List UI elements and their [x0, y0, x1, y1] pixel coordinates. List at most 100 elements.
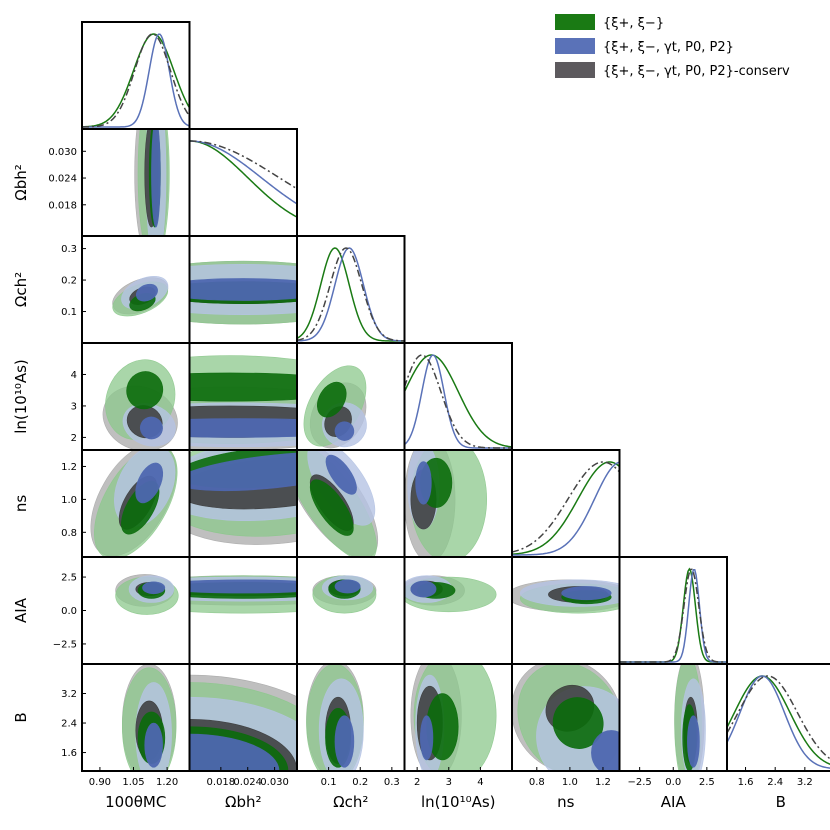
panel-frame	[618, 556, 728, 665]
contour-panel-omc-vs-theta	[112, 275, 169, 317]
legend: {ξ+, ξ−} {ξ+, ξ−, γt, P0, P2} {ξ+, ξ−, γt,…	[555, 14, 790, 79]
x-tick-label: 2.4	[767, 777, 783, 788]
marginal-aia	[619, 567, 727, 663]
contour-panel-as-vs-theta	[102, 359, 178, 450]
y-tick-label: 4	[71, 370, 77, 381]
y-axis-label-b: B	[12, 712, 30, 722]
y-tick-label: 1.2	[61, 462, 77, 473]
y-tick-label: 0.024	[48, 174, 77, 185]
x-tick-label: 4	[477, 777, 483, 788]
contour-blue-inner	[142, 581, 166, 595]
panel-frame	[618, 663, 728, 772]
corner-plot-panels: 0.90 1.05 1.20100θMC0.0180.0240.030Ωbh²0.1…	[12, 21, 830, 811]
contour-blue-inner	[135, 283, 158, 302]
contour-blue-inner	[687, 715, 700, 768]
marginal-omb	[189, 140, 297, 218]
x-axis-label-theta: 100θMC	[105, 793, 166, 811]
marginal-line-gray	[82, 33, 190, 128]
x-tick-label: 0.3	[384, 777, 400, 788]
y-tick-label: 2	[71, 433, 77, 444]
contour-panel-aia-vs-ns	[512, 579, 620, 614]
contour-blue-inner	[325, 454, 357, 495]
x-tick-label: 0.1	[321, 777, 337, 788]
contour-green-inner	[126, 371, 164, 410]
marginal-line-gray	[404, 354, 512, 449]
y-tick-label: −2.5	[53, 639, 77, 650]
x-tick-label: 0.0	[665, 777, 681, 788]
marginal-line-gray	[189, 140, 297, 190]
contour-blue-inner	[420, 715, 434, 761]
marginal-line-blue	[297, 247, 405, 342]
contour-blue-inner	[189, 733, 280, 771]
legend-label-2: {ξ+, ξ−, γt, P0, P2}-conserv	[603, 64, 790, 79]
contour-blue-inner	[151, 129, 161, 228]
x-tick-label: 1.6	[738, 777, 754, 788]
marginal-line-green	[82, 33, 190, 128]
contour-panel-ns-vs-theta	[90, 450, 178, 557]
contour-blue-inner	[139, 416, 163, 440]
marginal-line-blue	[727, 675, 830, 769]
x-tick-label: 2.5	[699, 777, 715, 788]
x-tick-label: 0.8	[529, 777, 545, 788]
x-tick-label: 0.030	[260, 777, 289, 788]
contour-blue-inner	[189, 579, 297, 594]
marginal-line-blue	[82, 33, 190, 128]
marginal-line-green	[512, 461, 620, 555]
y-tick-label: 0.8	[61, 528, 77, 539]
contour-blue-inner	[410, 580, 437, 598]
contour-green-inner	[189, 372, 297, 402]
contour-green-inner	[552, 697, 604, 749]
x-axis-label-omc: Ωch²	[333, 793, 368, 811]
contour-panel-b-vs-as	[410, 664, 497, 771]
y-tick-label: 2.4	[61, 719, 77, 730]
contour-panel-b-vs-ns	[512, 664, 620, 771]
marginal-omc	[297, 247, 405, 342]
contour-panel-b-vs-aia	[674, 664, 706, 771]
marginal-line-blue	[512, 461, 620, 556]
contour-panel-as-vs-omc	[303, 365, 367, 449]
contour-panel-ns-vs-as	[404, 450, 487, 557]
y-tick-label: 2.5	[61, 573, 77, 584]
x-axis-label-omb: Ωbh²	[225, 793, 262, 811]
contour-panel-as-vs-omb	[189, 355, 297, 450]
contour-blue-inner	[591, 730, 620, 771]
marginal-line-green	[404, 354, 512, 448]
y-axis-label-omb: Ωbh²	[12, 164, 30, 201]
x-axis-label-as: ln(10¹⁰As)	[421, 793, 496, 811]
x-tick-label: 3	[446, 777, 452, 788]
marginal-theta	[82, 33, 190, 128]
y-tick-label: 0.3	[61, 244, 77, 255]
y-tick-label: 0.1	[61, 307, 77, 318]
y-axis-label-omc: Ωch²	[12, 272, 30, 307]
marginal-line-gray	[512, 461, 620, 553]
legend-swatch-2	[555, 62, 595, 78]
x-tick-label: 0.2	[352, 777, 368, 788]
contour-blue-inner	[144, 722, 163, 768]
y-axis-label-ns: ns	[12, 495, 30, 513]
contour-blue-inner	[189, 278, 297, 301]
y-tick-label: 1.6	[61, 748, 77, 759]
marginal-line-green	[727, 675, 830, 766]
contour-panel-omc-vs-omb	[189, 260, 297, 325]
contour-blue-inner	[561, 586, 612, 601]
contour-panel-aia-vs-omc	[312, 575, 377, 614]
contour-green-inner	[309, 479, 354, 536]
y-tick-label: 0.018	[48, 200, 77, 211]
marginal-line-blue	[189, 140, 297, 205]
contour-panel-aia-vs-omb	[189, 575, 297, 614]
y-axis-label-aia: AIA	[12, 597, 30, 623]
y-tick-label: 0.0	[61, 606, 77, 617]
x-tick-label: 0.024	[233, 777, 262, 788]
marginal-line-gray	[619, 568, 727, 663]
marginal-as	[404, 354, 512, 449]
marginal-ns	[512, 461, 620, 556]
legend-swatch-1	[555, 38, 595, 54]
marginal-line-gray	[297, 247, 405, 342]
contour-blue-inner	[334, 715, 355, 768]
legend-label-1: {ξ+, ξ−, γt, P0, P2}	[603, 40, 734, 55]
panel-frame	[511, 449, 621, 558]
x-tick-label: 1.20	[156, 777, 178, 788]
x-tick-label: 0.018	[207, 777, 236, 788]
x-tick-label: 1.2	[595, 777, 611, 788]
